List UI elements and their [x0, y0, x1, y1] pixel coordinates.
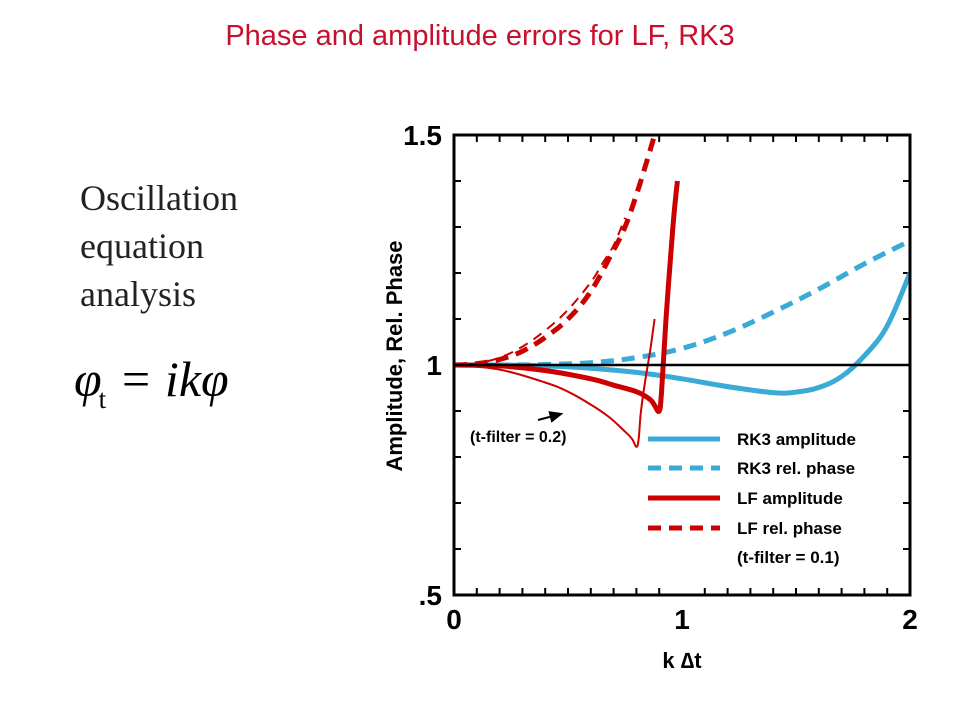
x-tick-label: 2 [902, 604, 918, 635]
annotation-label: (t-filter = 0.2) [470, 429, 566, 446]
x-tick-label: 1 [674, 604, 690, 635]
legend-label-lf-phase: LF rel. phase [737, 519, 842, 538]
annotation-arrowhead [548, 411, 564, 423]
series-layer [454, 135, 910, 448]
plot-frame [452, 133, 912, 597]
x-tick-label: 0 [446, 604, 462, 635]
side-caption-line: Oscillation [80, 178, 238, 218]
series-line-4 [454, 217, 626, 366]
side-caption-line: equation [80, 226, 204, 266]
annotation: (t-filter = 0.2) [470, 411, 566, 446]
equation-rhs: = ikφ [118, 351, 229, 407]
legend: RK3 amplitude RK3 rel. phase LF amplitud… [648, 430, 856, 567]
x-axis-label: k ∆t [662, 648, 702, 673]
y-tick-label: 1 [426, 350, 442, 381]
legend-label-t-filter: (t-filter = 0.1) [737, 548, 840, 567]
side-caption-line: analysis [80, 274, 196, 314]
equation-subscript: t [98, 384, 107, 414]
y-tick-label: 1.5 [403, 120, 442, 151]
y-tick-label: .5 [419, 580, 442, 611]
legend-label-lf-amplitude: LF amplitude [737, 489, 843, 508]
series-line-5 [454, 318, 656, 448]
series-line-2 [454, 180, 680, 415]
equation-lhs: φ [74, 351, 102, 407]
slide-title: Phase and amplitude errors for LF, RK3 [225, 20, 735, 52]
annotation-arrow [537, 415, 551, 421]
y-axis-label: Amplitude, Rel. Phase [382, 240, 407, 471]
series-line-3 [454, 135, 657, 368]
oscillation-equation: φt = ikφ [74, 350, 229, 414]
legend-label-rk3-phase: RK3 rel. phase [737, 459, 855, 478]
legend-label-rk3-amplitude: RK3 amplitude [737, 430, 856, 449]
tick-labels: 0 1 2 .5 1 1.5 [403, 120, 918, 635]
side-caption: Oscillation equation analysis [80, 174, 238, 318]
